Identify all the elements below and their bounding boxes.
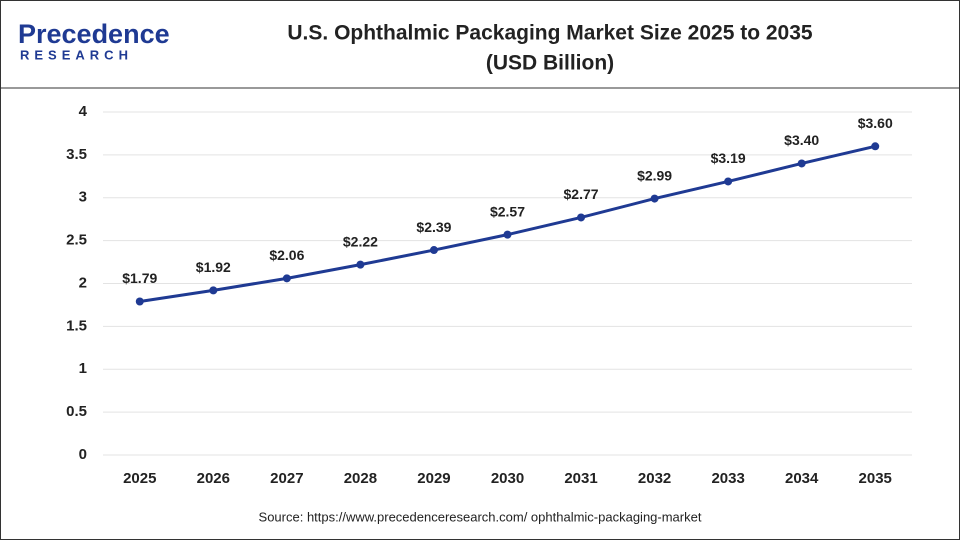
x-tick-label: 2032	[638, 470, 671, 487]
y-tick-label: 4	[79, 103, 88, 120]
value-label: $2.39	[416, 219, 451, 235]
y-tick-label: 1.5	[66, 317, 87, 334]
y-tick-label: 2.5	[66, 232, 87, 249]
x-tick-label: 2034	[785, 470, 819, 487]
x-tick-label: 2028	[344, 470, 377, 487]
source: Source: https://www.precedenceresearch.c…	[259, 509, 702, 524]
x-tick-label: 2027	[270, 470, 303, 487]
x-tick-label: 2029	[417, 470, 450, 487]
point	[503, 230, 512, 239]
logo-sub: RESEARCH	[20, 47, 133, 62]
x-tick-label: 2033	[711, 470, 744, 487]
value-label: $2.99	[637, 167, 672, 183]
value-label: $3.60	[858, 115, 893, 131]
x-tick-label: 2025	[123, 470, 156, 487]
x-tick-label: 2031	[564, 470, 597, 487]
value-label: $1.79	[122, 270, 157, 286]
point	[724, 177, 733, 186]
point	[356, 260, 365, 269]
x-tick-label: 2026	[197, 470, 230, 487]
value-label: $2.22	[343, 233, 378, 249]
chart-subtitle: (USD Billion)	[486, 52, 614, 75]
value-label: $2.77	[564, 186, 599, 202]
y-tick-label: 0.5	[66, 403, 87, 420]
y-tick-label: 0	[79, 446, 87, 463]
y-tick-label: 2	[79, 274, 87, 291]
point	[135, 297, 144, 306]
x-tick-label: 2035	[859, 470, 892, 487]
value-label: $1.92	[196, 259, 231, 275]
line	[139, 144, 876, 303]
logo-name: Precedence	[18, 19, 170, 49]
value-label: $2.06	[269, 247, 304, 263]
point	[429, 246, 438, 255]
x-tick-label: 2030	[491, 470, 524, 487]
point	[209, 286, 218, 295]
value-label: $3.19	[711, 150, 746, 166]
y-tick-label: 3	[79, 189, 87, 206]
value-label: $2.57	[490, 203, 525, 219]
point	[650, 194, 659, 203]
point	[871, 142, 880, 151]
value-label: $3.40	[784, 132, 819, 148]
y-tick-label: 3.5	[66, 146, 87, 163]
chart-title: U.S. Ophthalmic Packaging Market Size 20…	[287, 22, 813, 45]
point	[577, 213, 586, 222]
point	[797, 159, 806, 168]
y-tick-label: 1	[79, 360, 87, 377]
point	[282, 274, 291, 283]
